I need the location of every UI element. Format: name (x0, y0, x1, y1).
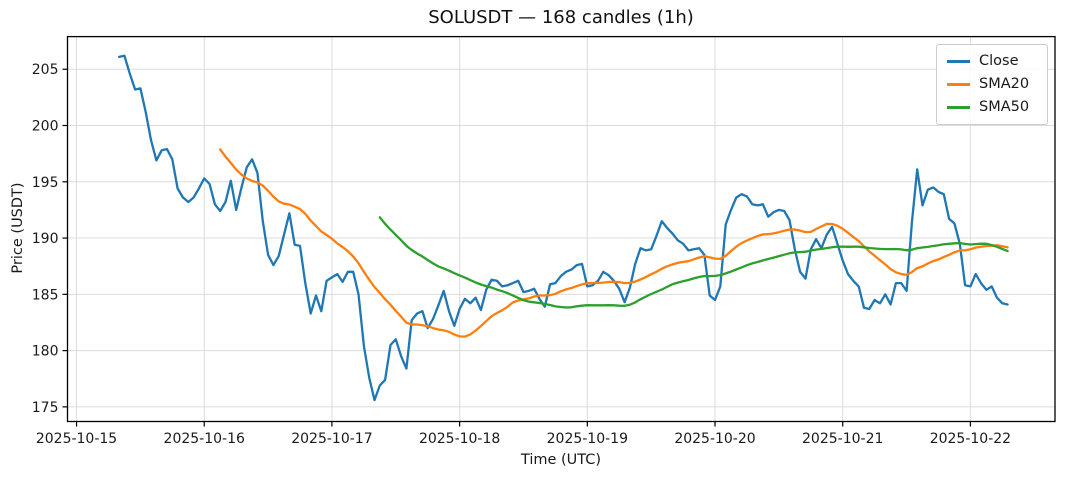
x-tick-label: 2025-10-22 (930, 431, 1011, 447)
series-line-close (117, 54, 1009, 402)
y-tick-label: 195 (32, 175, 59, 191)
legend-swatch-sma50-line (947, 106, 970, 109)
y-tick-label: 200 (32, 119, 59, 135)
x-axis-label: Time (UTC) (520, 452, 602, 468)
legend-item-sma20: SMA20 (937, 73, 1047, 96)
legend-label-close: Close (979, 53, 1019, 70)
series-line-sma50 (378, 216, 1009, 309)
y-axis-label: Price (USDT) (10, 182, 26, 274)
series-line-sma20 (219, 148, 1009, 338)
y-tick-label: 180 (32, 344, 59, 360)
legend-item-close: Close (937, 50, 1047, 73)
x-tick-label: 2025-10-19 (547, 431, 628, 447)
x-tick-label: 2025-10-18 (419, 431, 500, 447)
legend-label-sma20: SMA20 (979, 76, 1030, 93)
x-tick-label: 2025-10-21 (802, 431, 883, 447)
y-tick-label: 175 (32, 400, 59, 416)
legend: Close SMA20 SMA50 (936, 44, 1048, 125)
y-tick-label: 185 (32, 287, 59, 303)
legend-item-sma50: SMA50 (937, 96, 1047, 119)
legend-swatch-close-line (947, 60, 970, 63)
legend-swatch-sma20-line (947, 83, 970, 86)
legend-label-sma50: SMA50 (979, 99, 1030, 116)
x-tick-label: 2025-10-17 (291, 431, 372, 447)
y-tick-label: 190 (32, 231, 59, 247)
y-tick-label: 205 (32, 62, 59, 78)
x-tick-label: 2025-10-20 (674, 431, 755, 447)
x-tick-label: 2025-10-15 (36, 431, 117, 447)
x-tick-label: 2025-10-16 (164, 431, 245, 447)
axes-spines (66, 35, 1056, 423)
chart-title: SOLUSDT — 168 candles (1h) (428, 7, 694, 28)
